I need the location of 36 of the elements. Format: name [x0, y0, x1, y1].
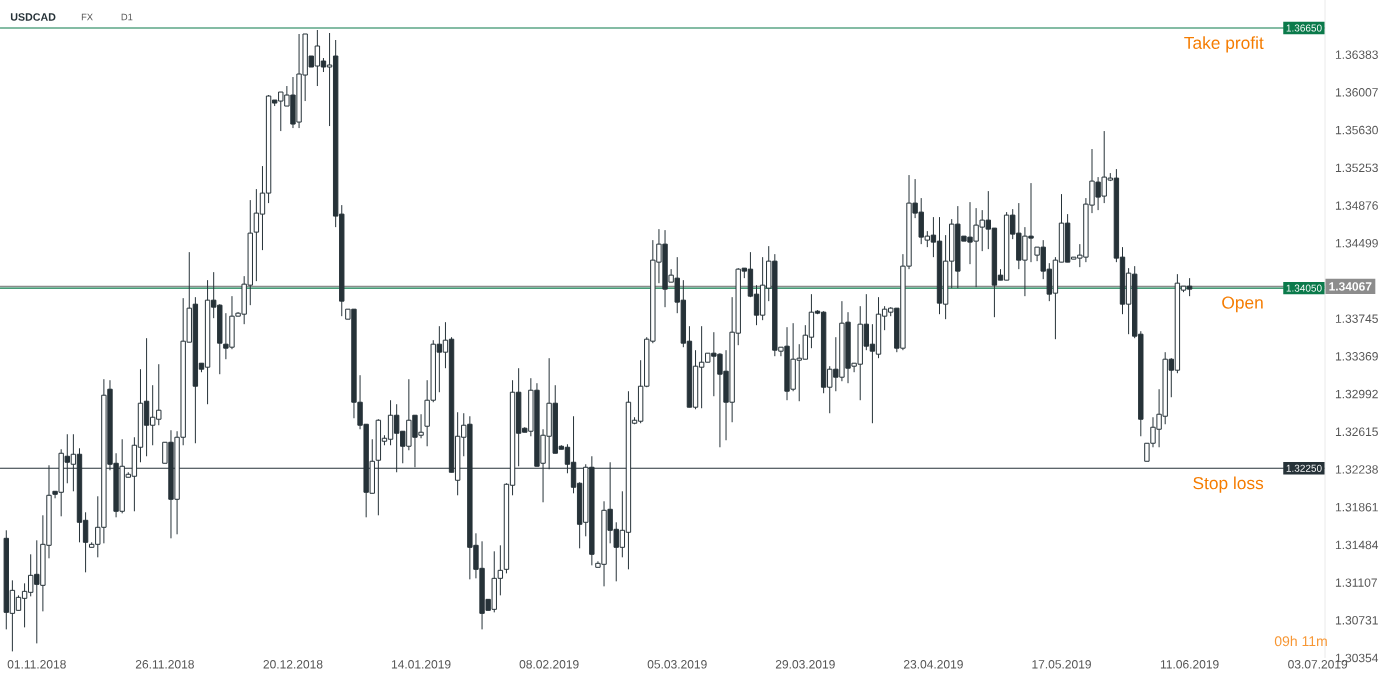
annotation: D1: [121, 13, 133, 21]
ref-line-label: Stop loss: [1193, 476, 1264, 493]
annotation: FX: [81, 13, 93, 21]
x-tick-label: 11.06.2019: [1160, 660, 1219, 669]
x-tick-label: 14.01.2019: [391, 660, 451, 669]
x-tick-label: 17.05.2019: [1032, 660, 1091, 669]
y-tick-label: 1.32238: [1335, 465, 1378, 474]
y-tick-label: 1.36383: [1335, 50, 1378, 59]
y-tick-label: 1.30731: [1335, 616, 1378, 625]
x-tick-label: 01.11.2018: [7, 660, 66, 669]
annotation: 1.36650: [1286, 24, 1322, 32]
x-tick-label: 20.12.2018: [263, 660, 323, 669]
ref-line-label: Open: [1222, 296, 1263, 313]
y-tick-label: 1.35253: [1335, 163, 1378, 173]
y-tick-label: 1.33369: [1335, 352, 1378, 361]
ref-line-label: Take profit: [1184, 36, 1264, 53]
y-tick-label: 1.34876: [1335, 201, 1378, 210]
text: USDCAD: [10, 13, 56, 21]
y-tick-label: 1.35630: [1335, 125, 1378, 135]
annotation: 1.34050: [1286, 284, 1322, 292]
y-tick-label: 1.36007: [1335, 88, 1378, 97]
y-tick-label: 1.33745: [1335, 314, 1378, 323]
ref-line-label: 1.34067: [1329, 282, 1372, 291]
annotation: 09h 11m: [1274, 635, 1327, 647]
y-tick-label: 1.31484: [1335, 540, 1379, 550]
x-tick-label: 23.04.2019: [903, 660, 963, 669]
y-tick-label: 1.31861: [1335, 502, 1378, 512]
annotation: 1.32250: [1286, 464, 1322, 472]
x-tick-label: 29.03.2019: [775, 660, 835, 669]
y-tick-label: 1.32992: [1335, 389, 1378, 399]
x-tick-label: 08.02.2019: [519, 660, 579, 669]
y-tick-label: 1.32615: [1335, 427, 1378, 436]
x-tick-label: 05.03.2019: [647, 660, 707, 669]
x-tick-label: 26.11.2018: [135, 660, 194, 669]
y-tick-label: 1.31107: [1335, 578, 1377, 587]
y-tick-label: 1.34499: [1335, 238, 1378, 248]
